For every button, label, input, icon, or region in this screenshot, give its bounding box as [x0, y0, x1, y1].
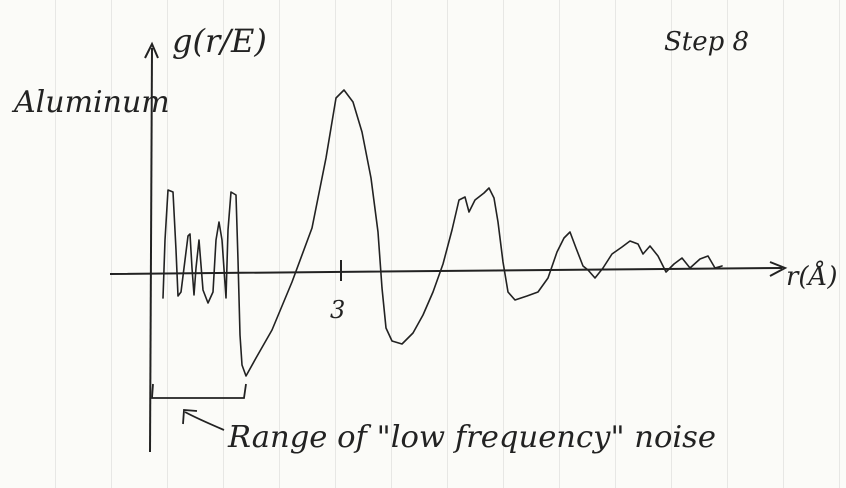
step-label: Step 8: [664, 27, 749, 57]
x-axis-arrowhead: [769, 261, 788, 277]
noise-range-bracket: [151, 383, 247, 399]
g-r-curve: [162, 89, 723, 377]
x-axis-label: r(Å): [786, 260, 838, 292]
annotation-arrow-head: [182, 409, 198, 425]
y-axis: [149, 47, 153, 453]
material-label: Aluminum: [11, 85, 170, 120]
annotation-arrow-shaft: [184, 411, 225, 431]
y-axis-label: g(r/E): [172, 22, 267, 60]
y-axis-arrowhead: [144, 41, 159, 59]
annotation-text: Range of "low frequency" noise: [227, 420, 716, 455]
x-axis: [109, 267, 783, 275]
x-tick-label: 3: [330, 296, 345, 324]
